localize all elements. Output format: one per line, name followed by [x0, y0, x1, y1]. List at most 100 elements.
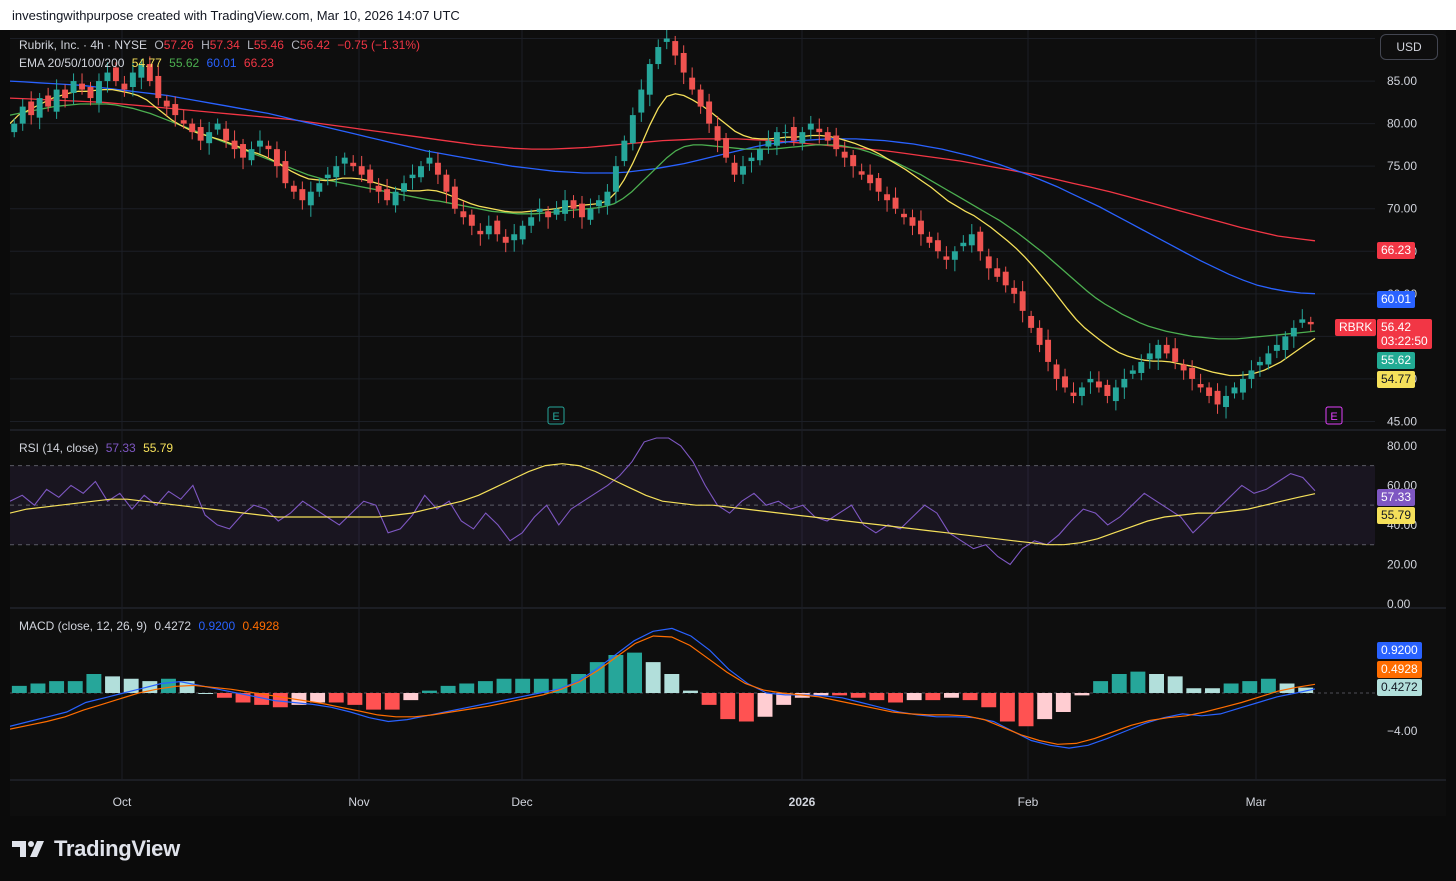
candle-body: [443, 174, 450, 192]
candle-body: [968, 234, 975, 246]
candle-body: [36, 98, 43, 118]
signal-line: [10, 635, 1316, 745]
macd-histogram-bar: [1093, 681, 1109, 693]
open-value: 57.26: [163, 38, 194, 52]
earnings-marker-label: E: [552, 411, 559, 423]
macd-histogram-bar: [850, 693, 866, 698]
candle-body: [1028, 315, 1035, 328]
price-tick-label: 80.00: [1387, 117, 1417, 131]
candle-body: [53, 89, 60, 112]
candle-body: [1129, 370, 1136, 374]
candle-body: [172, 104, 179, 116]
candle-body: [638, 89, 645, 113]
macd-histogram-bar: [1018, 693, 1034, 727]
candle-body: [773, 132, 780, 146]
candle-body: [926, 236, 933, 243]
ema20-line: [10, 88, 1316, 377]
macd-histogram-bar: [757, 693, 773, 717]
candle-body: [1223, 395, 1229, 408]
macd-histogram-bar: [999, 693, 1015, 722]
tradingview-logo-icon: [12, 841, 44, 857]
candle-body: [163, 100, 170, 107]
candle-body: [341, 157, 348, 164]
macd-histogram-bar: [49, 681, 65, 693]
macd-legend-value: 0.4272: [154, 619, 192, 633]
candle-body: [1053, 364, 1060, 379]
low-label: L: [247, 38, 254, 52]
candle-body: [121, 83, 128, 90]
ema200-value: 66.23: [243, 56, 274, 70]
candle-body: [1078, 387, 1085, 396]
candle-body: [519, 225, 526, 240]
candle-body: [604, 191, 611, 206]
macd-histogram-bar: [515, 678, 531, 693]
chart-header: investingwithpurpose created with Tradin…: [0, 0, 1456, 30]
time-tick-label: Feb: [1018, 795, 1039, 809]
candle-body: [1189, 367, 1196, 379]
macd-histogram-bar: [477, 681, 493, 693]
candle-body: [833, 135, 840, 150]
candle-body: [934, 240, 941, 252]
time-tick-label: Nov: [348, 795, 369, 809]
candle-body: [1155, 344, 1162, 359]
candle-body: [553, 208, 560, 215]
rsi-value: 57.33: [105, 441, 136, 455]
candle-body: [485, 225, 492, 235]
candle-body: [299, 189, 306, 201]
candle-body: [960, 242, 967, 247]
macd-label[interactable]: MACD (close, 12, 26, 9): [19, 619, 148, 633]
candle-body: [409, 174, 416, 179]
macd-histogram-bar: [216, 693, 232, 698]
bar-countdown: 03:22:50: [1381, 334, 1428, 348]
header-text: investingwithpurpose created with Tradin…: [12, 8, 460, 23]
candle-body: [790, 127, 797, 141]
ema-label[interactable]: EMA 20/50/100/200: [19, 56, 125, 70]
candle-body: [917, 220, 924, 235]
time-tick-label: 2026: [789, 795, 816, 809]
candle-body: [62, 89, 69, 99]
macd-histogram-bar: [1242, 681, 1258, 693]
macd-histogram-bar: [366, 693, 381, 710]
candle-body: [367, 169, 374, 184]
candle-body: [324, 174, 331, 179]
candle-body: [994, 268, 1001, 277]
macd-histogram-bar: [1223, 683, 1239, 693]
candle-body: [129, 72, 136, 88]
candle-body: [867, 174, 874, 184]
candle-body: [316, 183, 323, 192]
earnings-marker-upcoming-label: E: [1330, 411, 1337, 423]
macd-histogram-bar: [291, 693, 307, 705]
rsi-label[interactable]: RSI (14, close): [19, 441, 99, 455]
tradingview-brand: TradingView: [54, 836, 180, 861]
candle-body: [189, 123, 196, 133]
candle-body: [858, 171, 865, 175]
rsi-sma-badge: 55.79: [1377, 507, 1416, 524]
candle-body: [595, 200, 602, 207]
candle-body: [1138, 361, 1145, 373]
candle-body: [180, 120, 187, 124]
chart-area[interactable]: 90.0085.0080.0075.0070.0065.0060.0055.00…: [10, 30, 1446, 816]
macd-histogram-bar: [30, 683, 46, 693]
change-value: −0.75 (−1.31%): [337, 38, 420, 52]
candle-body: [943, 256, 950, 260]
candle-body: [1214, 390, 1221, 405]
candle-body: [155, 75, 162, 99]
candle-body: [909, 217, 916, 226]
candle-body: [1197, 384, 1204, 388]
candle-body: [672, 41, 679, 56]
candle-body: [740, 166, 746, 175]
tradingview-logo[interactable]: TradingView: [12, 836, 180, 862]
time-tick-label: Dec: [511, 795, 532, 809]
symbol-label[interactable]: Rubrik, Inc. · 4h · NYSE: [19, 38, 148, 52]
candle-body: [1002, 271, 1009, 286]
candle-body: [1146, 353, 1153, 360]
candle-body: [1180, 364, 1187, 371]
currency-button[interactable]: USD: [1380, 34, 1438, 60]
footer: TradingView: [0, 816, 1456, 881]
macd-histogram-bar: [1167, 676, 1183, 693]
candle-body: [468, 214, 475, 226]
macd-histogram-bar: [888, 693, 903, 703]
candle-body: [1206, 387, 1213, 396]
rsi-badge: 57.33: [1377, 489, 1416, 506]
candle-body: [1121, 378, 1128, 388]
